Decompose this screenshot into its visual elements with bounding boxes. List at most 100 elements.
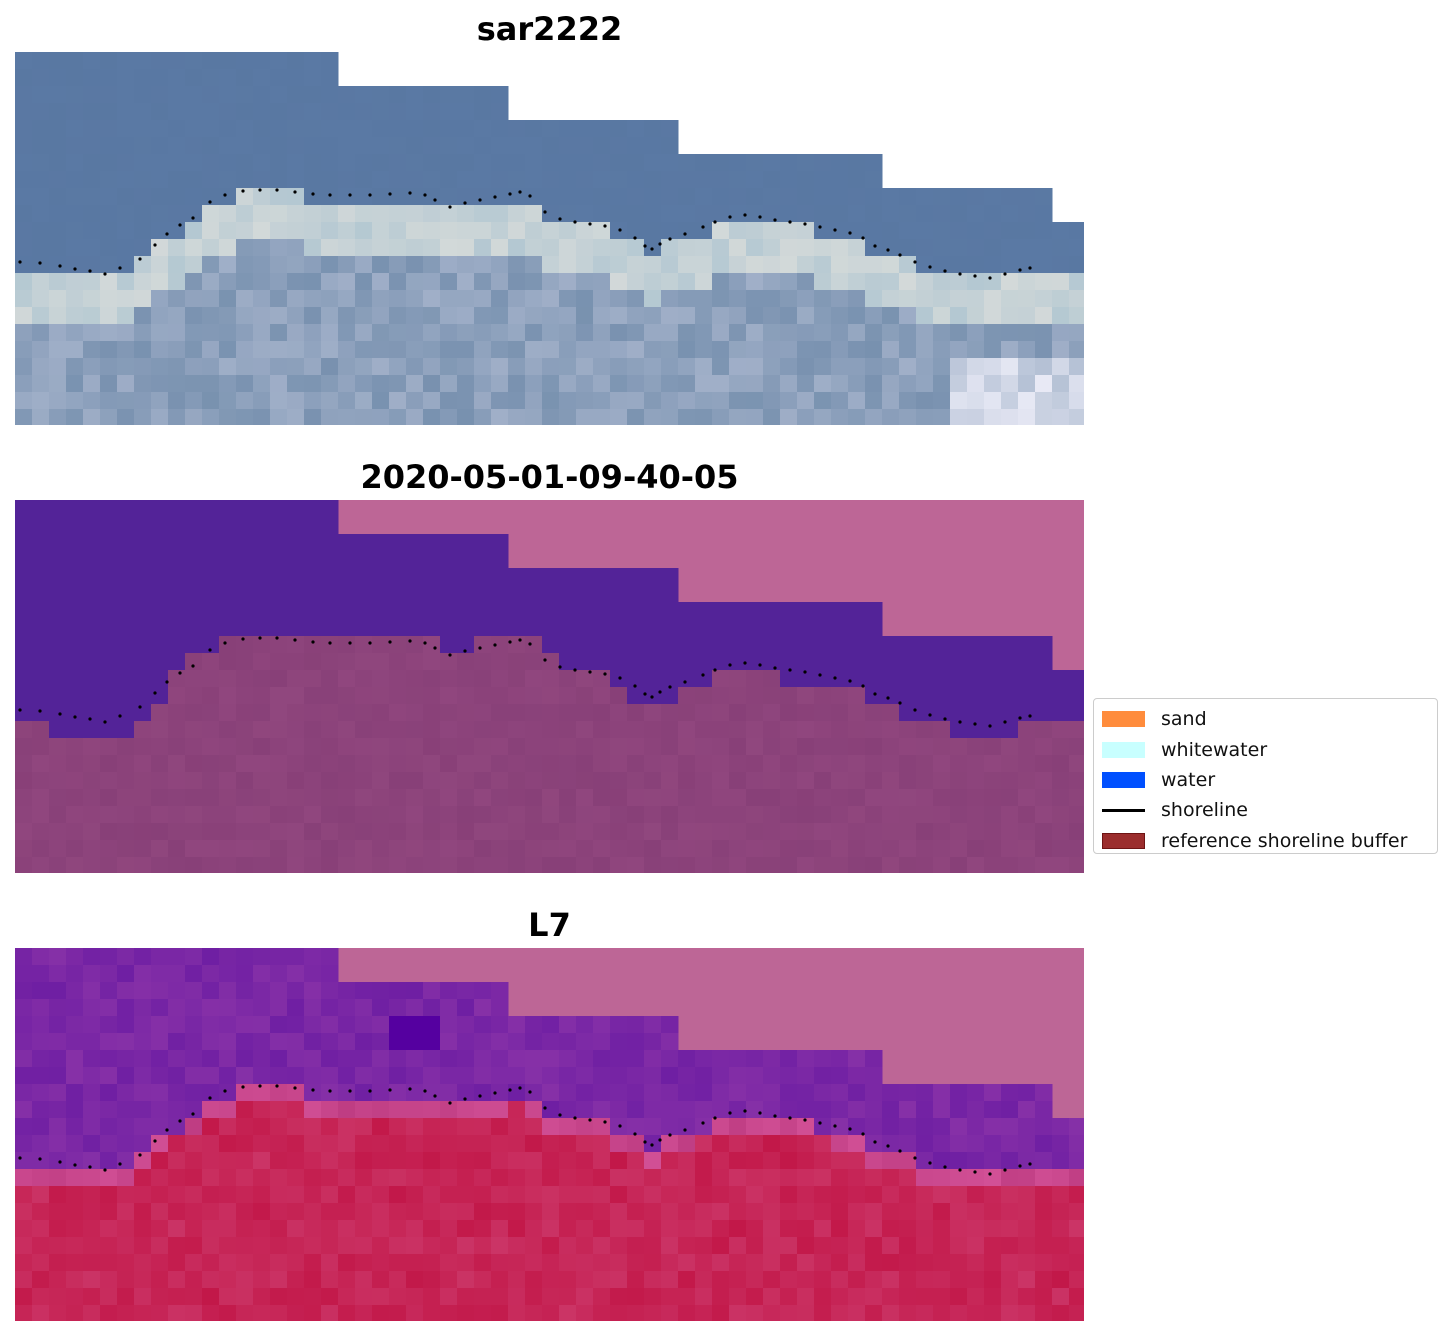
raster-pixel <box>338 409 356 425</box>
raster-pixel <box>287 103 305 121</box>
raster-pixel <box>814 290 832 308</box>
raster-pixel <box>134 840 152 858</box>
raster-pixel <box>746 307 764 325</box>
raster-pixel <box>695 324 713 342</box>
raster-pixel <box>933 823 951 841</box>
raster-pixel <box>253 948 271 966</box>
raster-pixel <box>389 823 407 841</box>
raster-pixel <box>1018 222 1036 240</box>
raster-pixel <box>1018 806 1036 824</box>
raster-pixel <box>457 1237 475 1255</box>
raster-pixel <box>746 239 764 257</box>
raster-pixel <box>678 273 696 291</box>
raster-pixel <box>967 1220 985 1238</box>
raster-pixel <box>321 1050 339 1068</box>
raster-pixel <box>848 1237 866 1255</box>
raster-pixel <box>355 256 373 274</box>
raster-pixel <box>134 857 152 873</box>
raster-pixel <box>83 120 101 138</box>
raster-pixel <box>151 704 169 722</box>
raster-pixel <box>423 1084 441 1102</box>
raster-pixel <box>508 154 526 172</box>
raster-pixel <box>202 52 220 70</box>
raster-pixel <box>661 857 679 873</box>
shoreline-point <box>508 192 512 196</box>
raster-pixel <box>780 1203 798 1221</box>
raster-pixel <box>950 222 968 240</box>
raster-pixel <box>610 1050 628 1068</box>
raster-pixel <box>746 1169 764 1187</box>
raster-pixel <box>644 1237 662 1255</box>
raster-pixel <box>831 1288 849 1306</box>
shoreline-point <box>886 248 890 252</box>
raster-pixel <box>185 188 203 206</box>
raster-pixel <box>780 256 798 274</box>
raster-pixel <box>593 1220 611 1238</box>
raster-pixel <box>559 857 577 873</box>
rgb-image-panel <box>15 52 1084 425</box>
raster-pixel <box>321 1169 339 1187</box>
raster-pixel <box>134 154 152 172</box>
raster-pixel <box>661 687 679 705</box>
raster-pixel <box>729 1101 747 1119</box>
shoreline-dots <box>18 188 1032 280</box>
raster-pixel <box>117 806 135 824</box>
raster-pixel <box>49 375 67 393</box>
raster-pixel <box>32 568 50 586</box>
shoreline-point <box>138 705 142 709</box>
raster-pixel <box>559 602 577 620</box>
raster-pixel <box>916 857 934 873</box>
raster-pixel <box>525 1016 543 1034</box>
raster-pixel <box>338 392 356 410</box>
raster-pixel <box>508 602 526 620</box>
raster-pixel <box>168 171 186 189</box>
raster-pixel <box>848 1101 866 1119</box>
raster-pixel <box>746 358 764 376</box>
raster-pixel <box>168 375 186 393</box>
raster-pixel <box>882 1101 900 1119</box>
raster-pixel <box>627 670 645 688</box>
raster-pixel <box>202 1067 220 1085</box>
raster-pixel <box>236 1169 254 1187</box>
raster-pixel <box>814 653 832 671</box>
raster-pixel <box>967 789 985 807</box>
raster-pixel <box>117 500 135 518</box>
raster-pixel <box>474 1305 492 1321</box>
raster-pixel <box>457 721 475 739</box>
raster-pixel <box>66 137 84 155</box>
raster-pixel <box>355 1084 373 1102</box>
raster-pixel <box>151 307 169 325</box>
raster-pixel <box>525 205 543 223</box>
raster-pixel <box>678 1067 696 1085</box>
raster-pixel <box>559 1305 577 1321</box>
raster-pixel <box>763 636 781 654</box>
shoreline-dots <box>18 1084 1032 1176</box>
raster-pixel <box>610 1271 628 1289</box>
raster-pixel <box>763 1084 781 1102</box>
raster-pixel <box>525 619 543 637</box>
raster-pixel <box>1001 721 1019 739</box>
shoreline-point <box>973 722 977 726</box>
shoreline-point <box>873 1140 877 1144</box>
raster-pixel <box>423 1135 441 1153</box>
raster-pixel <box>287 324 305 342</box>
raster-pixel <box>814 1271 832 1289</box>
raster-pixel <box>168 857 186 873</box>
raster-pixel <box>270 1067 288 1085</box>
legend-swatch-sand <box>1102 711 1145 728</box>
raster-pixel <box>814 358 832 376</box>
raster-pixel <box>763 721 781 739</box>
raster-pixel <box>661 222 679 240</box>
legend: sand whitewater water shoreline referenc… <box>1093 698 1438 854</box>
raster-pixel <box>321 120 339 138</box>
raster-pixel <box>814 375 832 393</box>
raster-pixel <box>423 1186 441 1204</box>
panel-title-rgb: sar2222 <box>476 10 623 48</box>
raster-pixel <box>508 205 526 223</box>
raster-pixel <box>491 1186 509 1204</box>
raster-pixel <box>423 324 441 342</box>
raster-pixel <box>712 392 730 410</box>
raster-pixel <box>593 772 611 790</box>
raster-pixel <box>270 1305 288 1321</box>
raster-pixel <box>134 1050 152 1068</box>
